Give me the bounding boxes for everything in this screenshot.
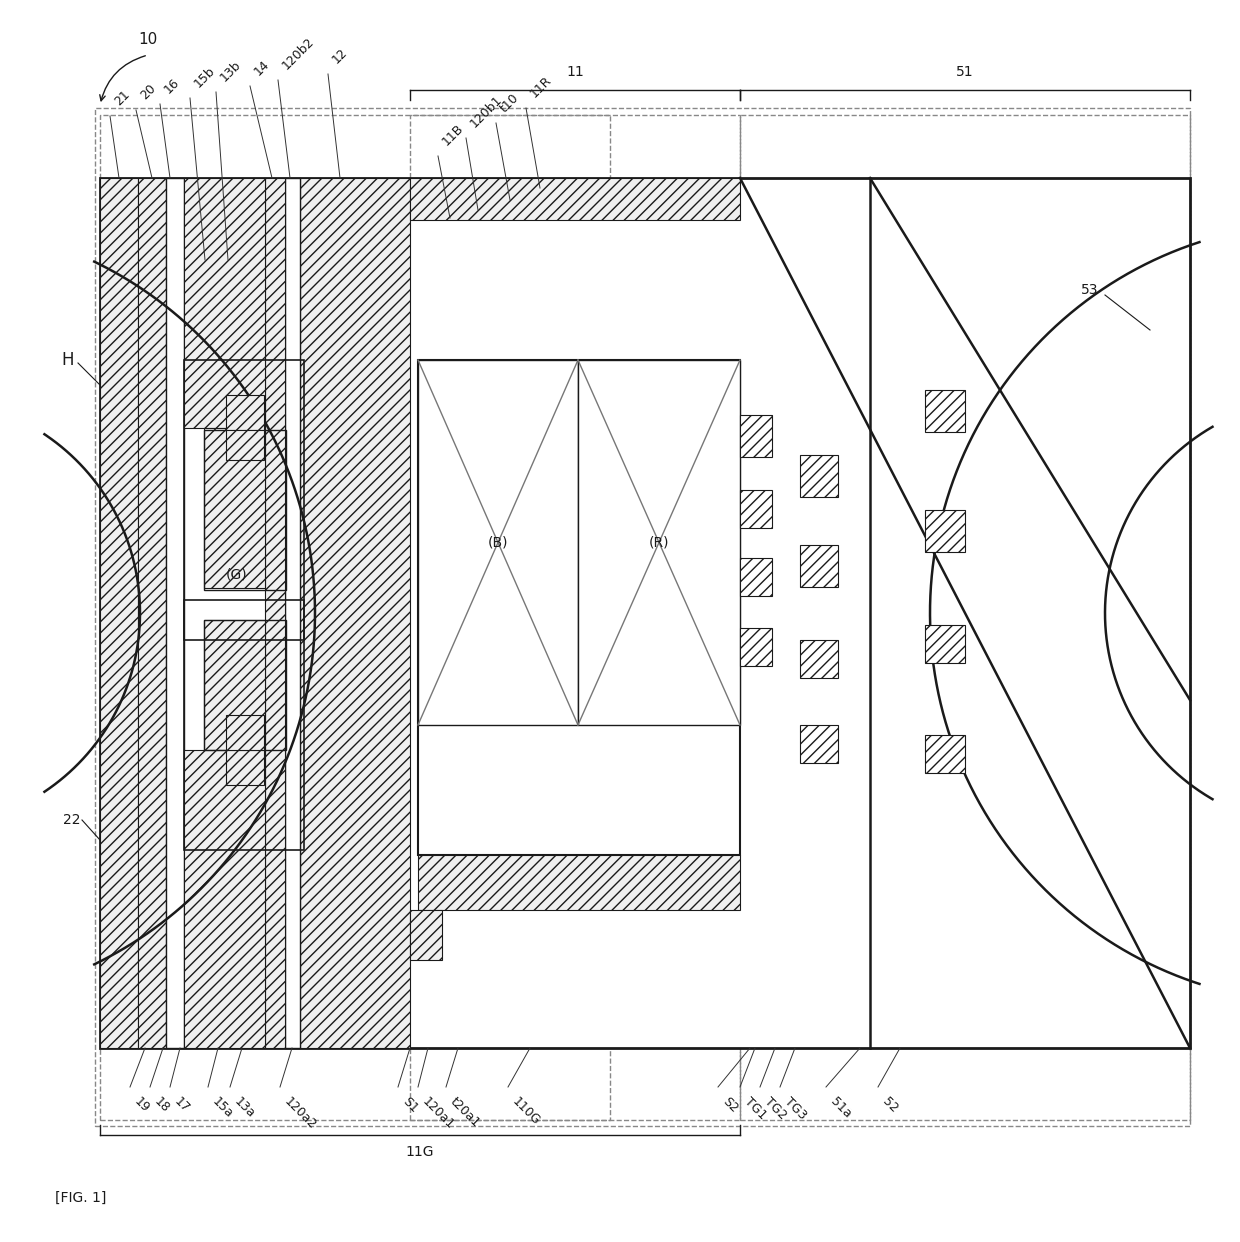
Bar bbox=[205, 620, 265, 750]
Text: 11: 11 bbox=[567, 65, 584, 79]
Text: 18: 18 bbox=[153, 1095, 172, 1115]
Text: 10: 10 bbox=[139, 32, 157, 47]
Bar bbox=[166, 178, 184, 1048]
Bar bbox=[418, 360, 740, 854]
Text: (G): (G) bbox=[226, 568, 248, 582]
Text: (B): (B) bbox=[487, 535, 508, 549]
Bar bbox=[800, 545, 838, 587]
Text: 13b: 13b bbox=[218, 58, 244, 84]
Text: 19: 19 bbox=[131, 1095, 153, 1115]
Bar bbox=[205, 430, 286, 590]
Text: 51: 51 bbox=[956, 65, 973, 79]
Bar bbox=[184, 750, 265, 1048]
Text: 11G: 11G bbox=[405, 1145, 434, 1159]
Bar bbox=[418, 360, 578, 725]
Bar bbox=[410, 910, 441, 960]
Bar bbox=[925, 510, 965, 551]
Bar bbox=[740, 415, 773, 457]
Bar bbox=[740, 628, 773, 666]
Text: 15b: 15b bbox=[192, 65, 218, 89]
Text: 120b1: 120b1 bbox=[467, 93, 505, 130]
Text: t20a1: t20a1 bbox=[448, 1095, 482, 1130]
Bar bbox=[226, 430, 264, 460]
Bar bbox=[740, 558, 773, 596]
Text: 120b2: 120b2 bbox=[280, 35, 317, 72]
Bar bbox=[410, 178, 740, 220]
Text: S2: S2 bbox=[720, 1095, 740, 1115]
Text: S1: S1 bbox=[401, 1095, 420, 1115]
Bar bbox=[138, 178, 166, 1048]
Text: 51a: 51a bbox=[828, 1095, 854, 1120]
Text: 13a: 13a bbox=[232, 1095, 258, 1120]
Bar bbox=[265, 178, 285, 1048]
Text: 11R: 11R bbox=[528, 73, 554, 101]
Text: (R): (R) bbox=[649, 535, 670, 549]
Bar bbox=[95, 108, 1190, 1126]
Text: TG3: TG3 bbox=[782, 1095, 810, 1122]
Bar bbox=[925, 625, 965, 663]
Text: TG2: TG2 bbox=[763, 1095, 789, 1122]
Bar bbox=[226, 750, 264, 785]
Bar bbox=[184, 360, 304, 640]
Text: 120a1: 120a1 bbox=[420, 1095, 458, 1131]
Bar bbox=[100, 178, 138, 1048]
Bar bbox=[410, 116, 740, 1120]
Bar bbox=[925, 390, 965, 432]
Text: 120a2: 120a2 bbox=[281, 1095, 319, 1131]
Text: [FIG. 1]: [FIG. 1] bbox=[55, 1191, 107, 1205]
Bar bbox=[100, 116, 610, 1120]
Text: 12: 12 bbox=[330, 46, 351, 66]
Bar bbox=[800, 725, 838, 763]
Bar bbox=[740, 491, 773, 528]
Text: 20: 20 bbox=[138, 82, 159, 102]
Text: TG1: TG1 bbox=[742, 1095, 769, 1122]
Text: 53: 53 bbox=[1081, 283, 1099, 297]
Text: t10: t10 bbox=[498, 91, 522, 116]
Text: 52: 52 bbox=[880, 1095, 900, 1115]
Bar bbox=[800, 455, 838, 497]
Text: 110G: 110G bbox=[510, 1095, 543, 1128]
Bar bbox=[285, 178, 300, 1048]
Text: 11B: 11B bbox=[440, 122, 466, 148]
Bar bbox=[226, 715, 264, 750]
Bar bbox=[205, 428, 265, 587]
Bar bbox=[578, 360, 740, 725]
Text: 16: 16 bbox=[162, 76, 182, 96]
Text: H: H bbox=[62, 351, 74, 369]
Bar bbox=[925, 735, 965, 773]
Bar bbox=[184, 178, 265, 428]
Text: 21: 21 bbox=[112, 88, 133, 108]
Bar bbox=[184, 600, 304, 850]
Text: 17: 17 bbox=[172, 1095, 192, 1115]
Bar bbox=[800, 640, 838, 678]
Bar bbox=[740, 116, 1190, 1120]
Bar bbox=[205, 620, 286, 750]
Bar bbox=[100, 178, 1190, 1048]
Text: 22: 22 bbox=[63, 814, 81, 827]
Bar bbox=[300, 178, 410, 1048]
Bar bbox=[418, 854, 740, 910]
Text: 14: 14 bbox=[252, 57, 273, 78]
Text: 15a: 15a bbox=[210, 1095, 236, 1120]
Bar bbox=[226, 395, 264, 430]
